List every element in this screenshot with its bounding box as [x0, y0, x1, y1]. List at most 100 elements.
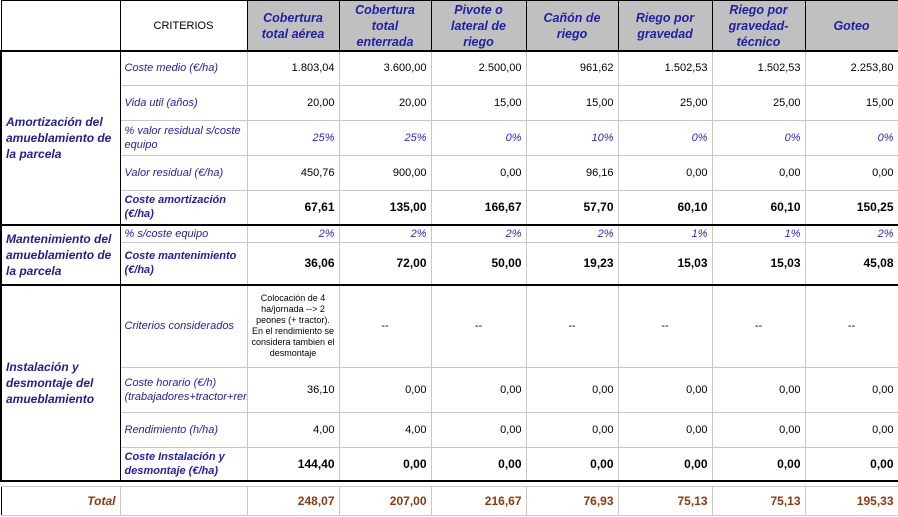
table-row: Coste Instalación y desmontaje (€/ha) 14…	[1, 446, 898, 482]
cell: 2.500,00	[430, 50, 527, 86]
row-label: Coste horario (€/h) (trabajadores+tracto…	[119, 366, 248, 413]
row-label: Criterios considerados	[119, 284, 248, 368]
section-title-mantenimiento: Mantenimiento del amueblamiento de la pa…	[0, 224, 121, 286]
cell: 2%	[246, 224, 340, 243]
cell: 2.253,80	[804, 50, 898, 86]
table-row: Vida util (años) 20,00 20,00 15,00 15,00…	[1, 84, 898, 121]
cell: 19,23	[525, 241, 619, 286]
table-row: % valor residual s/coste equipo 25% 25% …	[1, 119, 898, 156]
row-label: % valor residual s/coste equipo	[119, 119, 248, 156]
cell: 2%	[804, 224, 898, 243]
cell: 0,00	[711, 154, 806, 191]
cell: --	[430, 284, 527, 368]
cell: 4,00	[338, 411, 432, 448]
cell: 0%	[617, 119, 713, 156]
cell: 0,00	[804, 154, 898, 191]
row-label: Coste amortización (€/ha)	[119, 189, 248, 226]
total-cell: 75,13	[711, 486, 806, 516]
cell: 20,00	[246, 84, 340, 121]
cell: 0,00	[430, 366, 527, 413]
cell: 15,00	[525, 84, 619, 121]
table-row: Amortización del amueblamiento de la par…	[0, 50, 898, 226]
cell: 0,00	[711, 446, 806, 482]
cell: 15,03	[711, 241, 806, 286]
cell: 36,10	[246, 366, 340, 413]
row-label: Vida util (años)	[119, 84, 248, 121]
cell: 1.803,04	[246, 50, 340, 86]
table-row: Coste horario (€/h) (trabajadores+tracto…	[1, 366, 898, 413]
cell: 36,06	[246, 241, 340, 286]
row-label: Coste medio (€/ha)	[119, 50, 248, 86]
cell: 135,00	[338, 189, 432, 226]
cell: 0%	[430, 119, 527, 156]
cell: 144,40	[246, 446, 340, 482]
cell: 961,62	[525, 50, 619, 86]
cell: 0,00	[430, 446, 527, 482]
cell: 0,00	[430, 154, 527, 191]
cell: 900,00	[338, 154, 432, 191]
total-cell: 216,67	[430, 486, 527, 516]
cell: 0,00	[617, 366, 713, 413]
cell: 0,00	[338, 446, 432, 482]
cell: 0,00	[525, 411, 619, 448]
total-cell: 195,33	[804, 486, 898, 516]
cell: 25%	[338, 119, 432, 156]
table-row: Coste mantenimiento (€/ha) 36,06 72,00 5…	[1, 241, 898, 286]
cell: 0%	[711, 119, 806, 156]
total-cell: 76,93	[525, 486, 619, 516]
cell: 0,00	[617, 446, 713, 482]
cell: 25,00	[617, 84, 713, 121]
table-row: Coste amortización (€/ha) 67,61 135,00 1…	[1, 189, 898, 226]
cell: 25%	[246, 119, 340, 156]
cell: 3.600,00	[338, 50, 432, 86]
cell: 4,00	[246, 411, 340, 448]
section-title-amortizacion: Amortización del amueblamiento de la par…	[0, 50, 121, 226]
criteria-note: Colocación de 4 ha/jornada --> 2 peones …	[246, 284, 340, 368]
cell: 0,00	[804, 446, 898, 482]
system-header: Riego por gravedad	[617, 0, 713, 52]
row-label: Valor residual (€/ha)	[119, 154, 248, 191]
cell: 450,76	[246, 154, 340, 191]
cell: 0,00	[617, 154, 713, 191]
table-row: Mantenimiento del amueblamiento de la pa…	[0, 224, 898, 286]
cell: 0,00	[804, 366, 898, 413]
cell: 0,00	[338, 366, 432, 413]
cell: 0,00	[525, 446, 619, 482]
total-cell: 248,07	[246, 486, 340, 516]
cell: 10%	[525, 119, 619, 156]
total-label: Total	[0, 486, 121, 516]
cell: --	[338, 284, 432, 368]
row-label: Rendimiento (h/ha)	[119, 411, 248, 448]
cell: 96,16	[525, 154, 619, 191]
cell: --	[525, 284, 619, 368]
cell: 0,00	[430, 411, 527, 448]
cell: 72,00	[338, 241, 432, 286]
cell: 57,70	[525, 189, 619, 226]
table-row: Valor residual (€/ha) 450,76 900,00 0,00…	[1, 154, 898, 191]
cell: 15,03	[617, 241, 713, 286]
row-label: % s/coste equipo	[119, 224, 248, 243]
total-cell: 75,13	[617, 486, 713, 516]
header-row: CRITERIOS Cobertura total aérea Cobertur…	[0, 0, 898, 52]
cell: 15,00	[804, 84, 898, 121]
cell: 1.502,53	[711, 50, 806, 86]
system-header: Cobertura total aérea	[246, 0, 340, 52]
header-blank-cell	[0, 0, 121, 52]
total-cell: 207,00	[338, 486, 432, 516]
total-empty-cell	[120, 486, 248, 516]
row-label: Coste mantenimiento (€/ha)	[119, 241, 248, 286]
cell: 0,00	[711, 366, 806, 413]
section-title-instalacion: Instalación y desmontaje del amueblamien…	[0, 284, 121, 482]
cell: 0%	[804, 119, 898, 156]
cell: 67,61	[246, 189, 340, 226]
cell: 20,00	[338, 84, 432, 121]
system-header: Riego por gravedad-técnico	[711, 0, 806, 52]
cell: --	[711, 284, 806, 368]
system-header: Pivote o lateral de riego	[430, 0, 527, 52]
cell: 1.502,53	[617, 50, 713, 86]
cell: 0,00	[525, 366, 619, 413]
cell: 15,00	[430, 84, 527, 121]
cell: 1%	[617, 224, 713, 243]
cell: --	[804, 284, 898, 368]
